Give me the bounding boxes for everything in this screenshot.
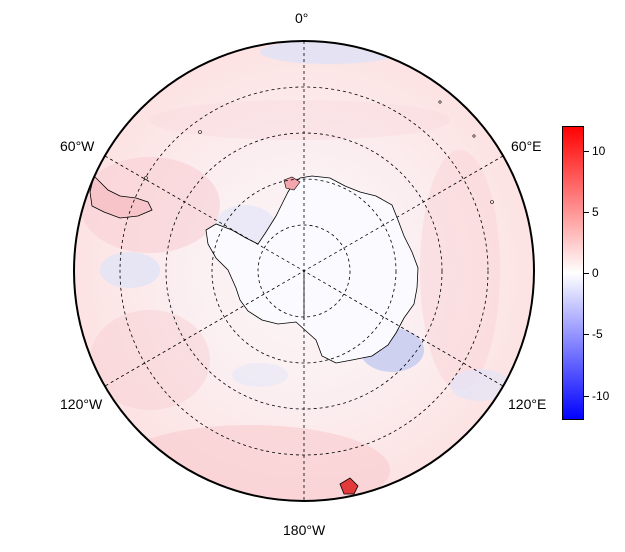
lon-label-120e: 120°E [508,396,547,412]
colorbar-tick-mark [584,395,589,397]
map-boundary [73,40,535,502]
colorbar [562,126,584,420]
colorbar-tick-label: 5 [592,204,599,219]
lon-label-60e: 60°E [511,138,542,154]
colorbar-tick-label: -5 [592,327,603,342]
colorbar-tick-label: -10 [592,388,610,403]
lon-label-60w: 60°W [60,138,95,154]
colorbar-tick-label: 10 [592,143,606,158]
lon-label-180w: 180°W [283,522,326,538]
lon-label-0: 0° [295,10,309,26]
colorbar-tick-mark [584,211,589,213]
colorbar-tick-mark [584,334,589,336]
new-zealand [339,477,359,495]
colorbar-tick-label: 0 [592,266,599,280]
anomaly-field [74,41,534,501]
antarctica-landmass [205,175,419,364]
colorbar-tick-mark [584,150,589,152]
lon-label-120w: 120°W [60,396,103,412]
colorbar-tick-mark [584,273,589,274]
